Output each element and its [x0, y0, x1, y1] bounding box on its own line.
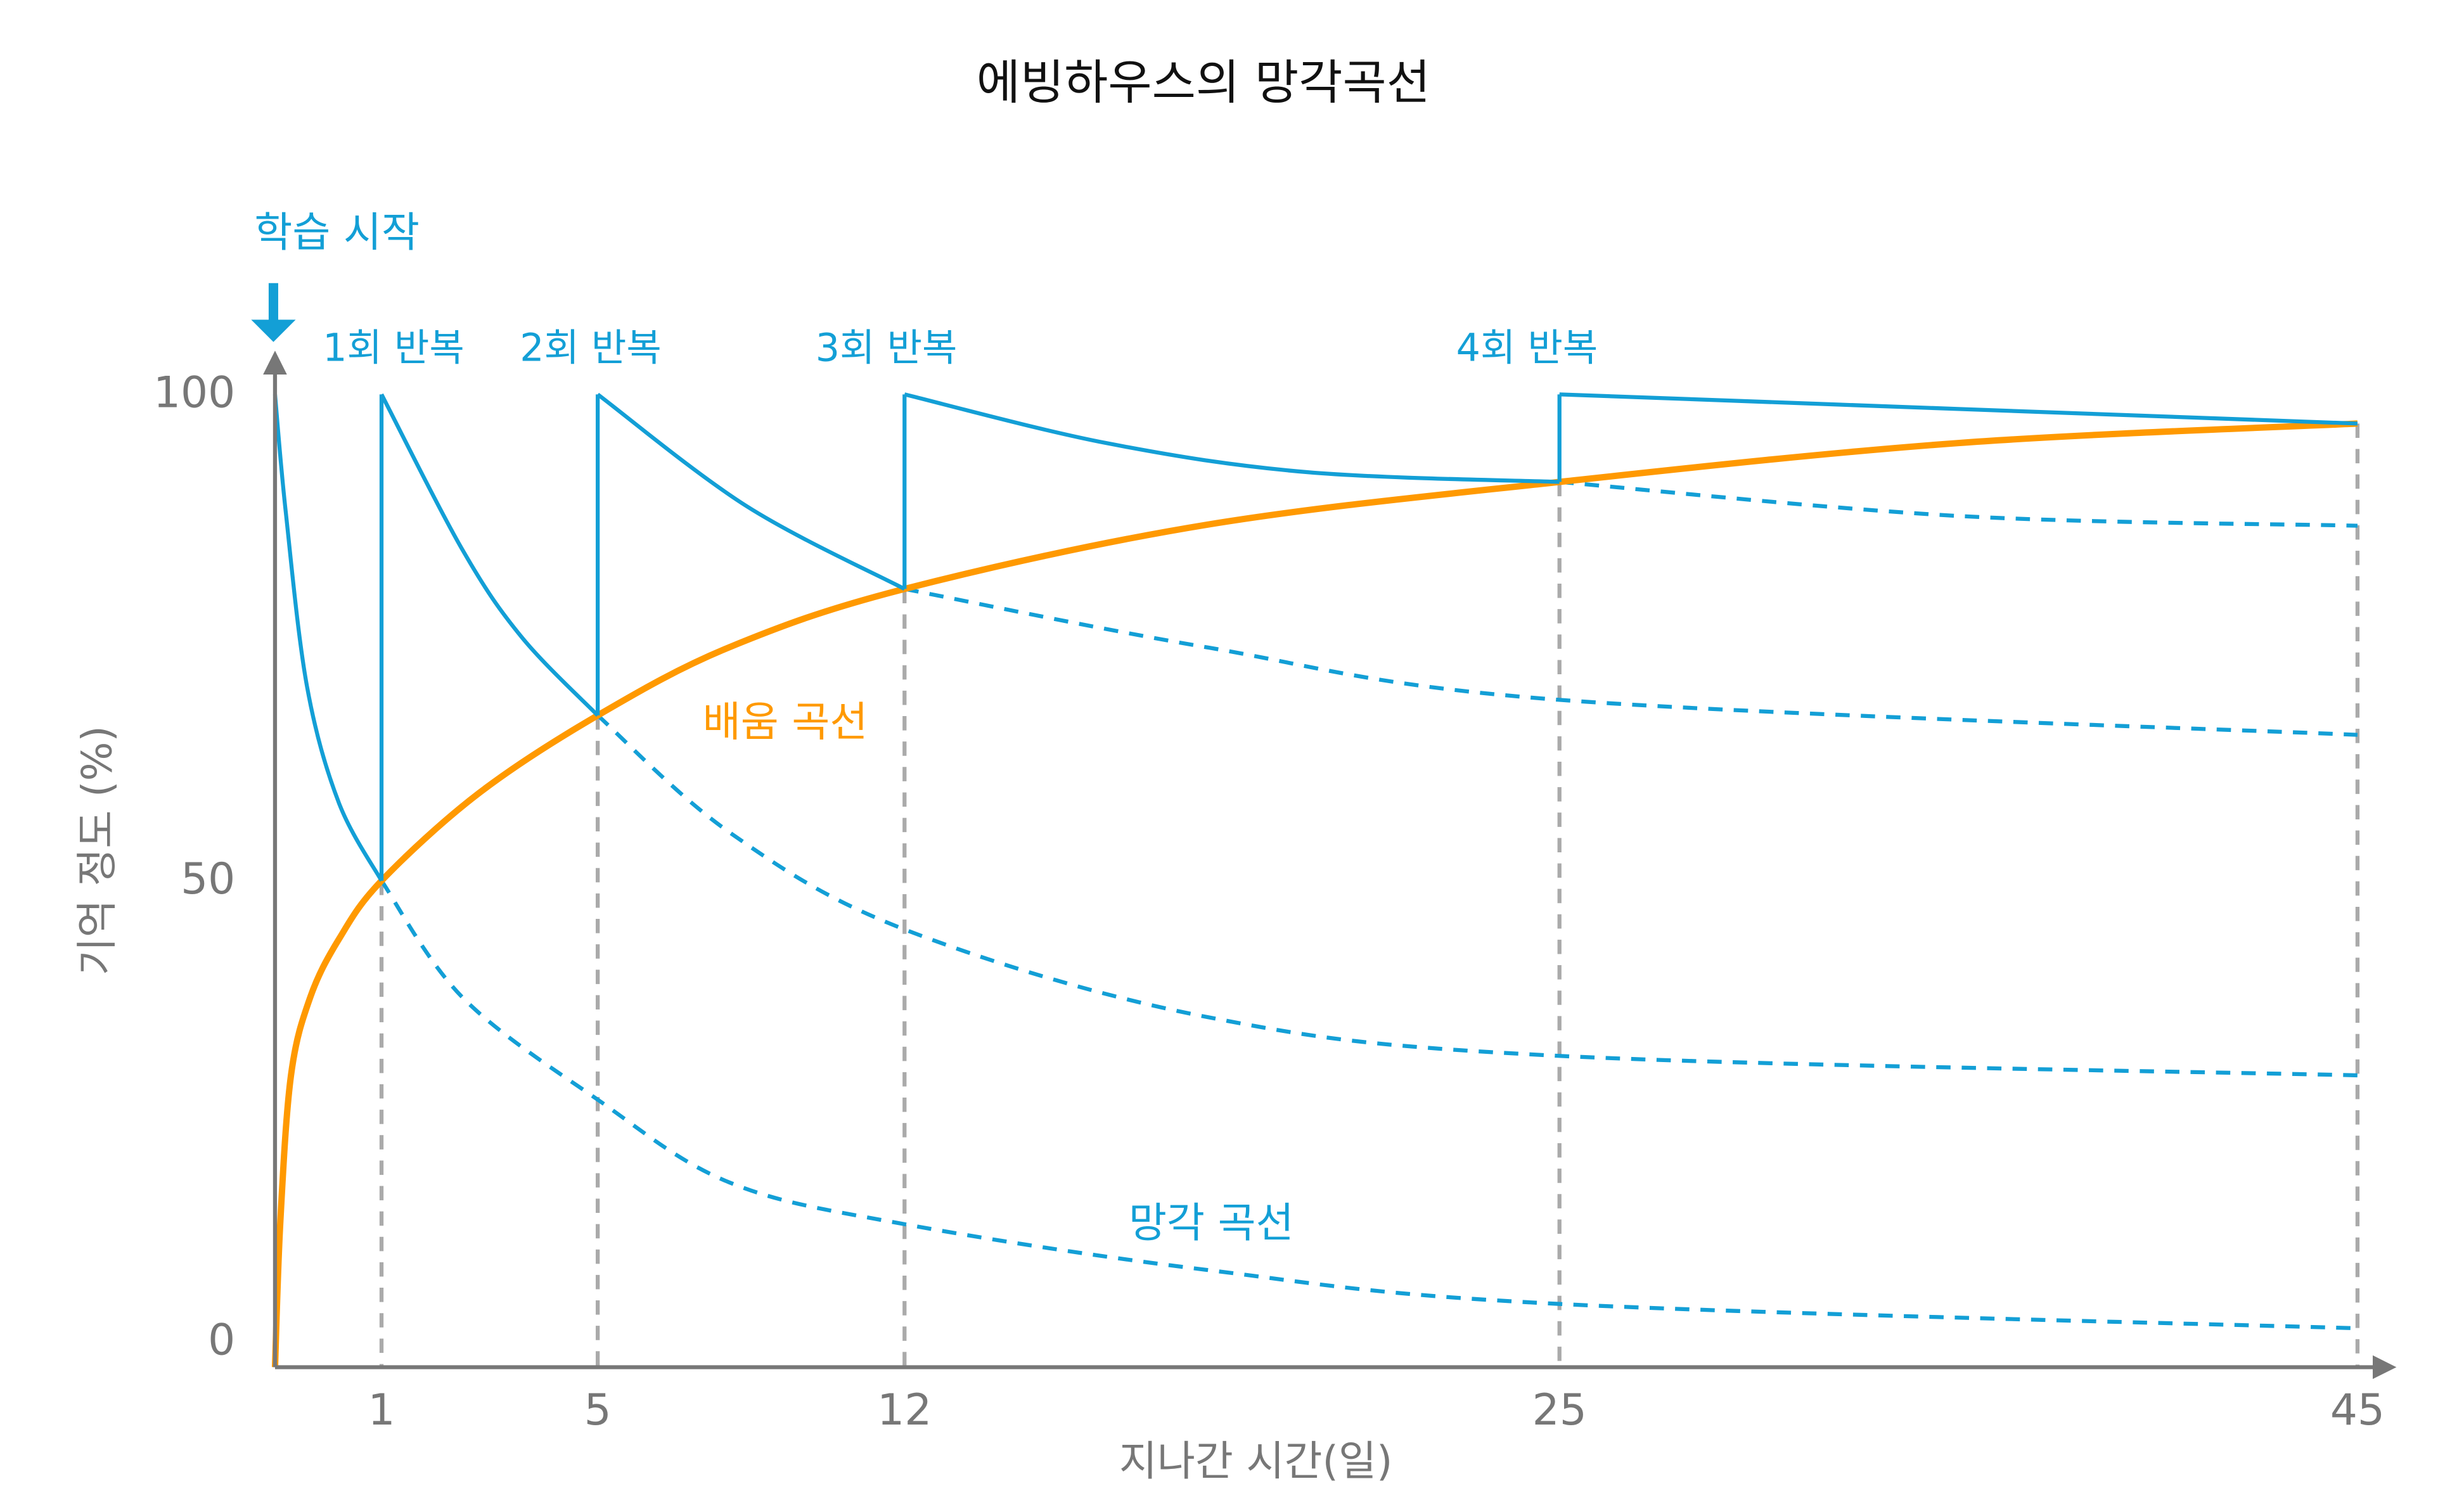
- y-axis-label: 기억 정도 (%): [74, 726, 122, 975]
- x-tick-label-1: 1: [368, 1385, 395, 1435]
- chart-title: 에빙하우스의 망각곡선: [977, 54, 1430, 110]
- y-tick-label-0: 0: [208, 1314, 235, 1364]
- forgetting-solid-curve-1: [273, 394, 383, 882]
- review-label-3: 3회 반복: [816, 326, 958, 371]
- x-tick-label-45: 45: [2330, 1385, 2385, 1435]
- forgetting-dashed-curve-2: [596, 714, 2358, 1078]
- forgetting-solid-curve-2: [380, 393, 600, 717]
- x-tick-label-25: 25: [1532, 1385, 1587, 1435]
- forgetting-solid-curve-5: [1559, 392, 2358, 426]
- y-tick-label-50: 50: [181, 854, 235, 904]
- forgetting-curve-label: 망각 곡선: [1129, 1199, 1294, 1247]
- forgetting-solid-curve-4: [904, 392, 1560, 484]
- forgetting-dashed-curves: [380, 480, 2358, 1331]
- forgetting-solid-curve-3: [596, 392, 906, 591]
- x-tick-label-5: 5: [584, 1385, 612, 1435]
- forgetting-solid-curves: [273, 392, 2358, 882]
- learning-curve: [271, 420, 2358, 1368]
- learning-curve-label: 배움 곡선: [703, 698, 868, 746]
- forgetting-dashed-curve-1: [380, 880, 2358, 1331]
- x-axis-label: 지나간 시간(일): [1119, 1437, 1393, 1485]
- x-tick-label-12: 12: [877, 1385, 932, 1435]
- y-tick-label-100: 100: [153, 367, 235, 417]
- forgetting-dashed-curve-3: [904, 587, 2358, 737]
- review-label-2: 2회 반복: [520, 326, 662, 371]
- start-label: 학습 시작: [254, 208, 420, 257]
- forgetting-dashed-curve-4: [1559, 480, 2358, 528]
- review-label-4: 4회 반복: [1456, 326, 1598, 371]
- review-label-1: 1회 반복: [323, 326, 465, 371]
- down-arrow-icon: [251, 283, 296, 342]
- guide-lines: [379, 423, 2360, 1368]
